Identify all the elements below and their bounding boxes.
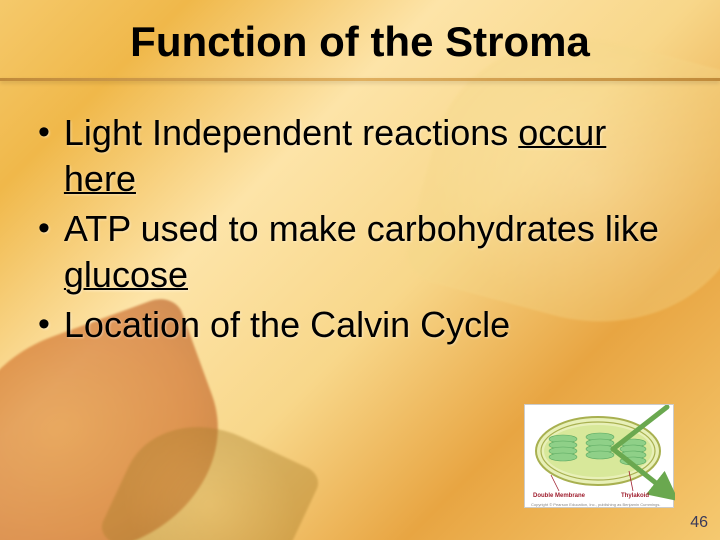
chloroplast-diagram: Double Membrane Thylakoid Copyright © Pe… xyxy=(524,404,674,508)
list-item: • Location of the Calvin Cycle xyxy=(38,302,682,348)
bullet-icon: • xyxy=(38,110,50,154)
title-underline-rule xyxy=(0,78,720,81)
text-segment: Location of the Calvin Cycle xyxy=(64,304,510,345)
bullet-text: Light Independent reactions occur here xyxy=(64,110,682,202)
bullet-text: ATP used to make carbohydrates like gluc… xyxy=(64,206,682,298)
bullet-icon: • xyxy=(38,302,50,346)
diagram-label-right: Thylakoid xyxy=(621,493,649,499)
diagram-copyright: Copyright © Pearson Education, Inc., pub… xyxy=(531,502,660,507)
list-item: • Light Independent reactions occur here xyxy=(38,110,682,202)
diagram-label-left: Double Membrane xyxy=(533,493,586,499)
page-number: 46 xyxy=(690,514,708,532)
bullet-icon: • xyxy=(38,206,50,250)
bullet-list: • Light Independent reactions occur here… xyxy=(38,110,682,352)
bullet-text: Location of the Calvin Cycle xyxy=(64,302,510,348)
chloroplast-svg: Double Membrane Thylakoid Copyright © Pe… xyxy=(525,405,675,509)
page-title: Function of the Stroma xyxy=(0,18,720,66)
text-underlined: glucose xyxy=(64,254,188,295)
text-segment: Light Independent reactions xyxy=(64,112,518,153)
text-segment: ATP used to make carbohydrates like xyxy=(64,208,659,249)
slide: Function of the Stroma • Light Independe… xyxy=(0,0,720,540)
list-item: • ATP used to make carbohydrates like gl… xyxy=(38,206,682,298)
